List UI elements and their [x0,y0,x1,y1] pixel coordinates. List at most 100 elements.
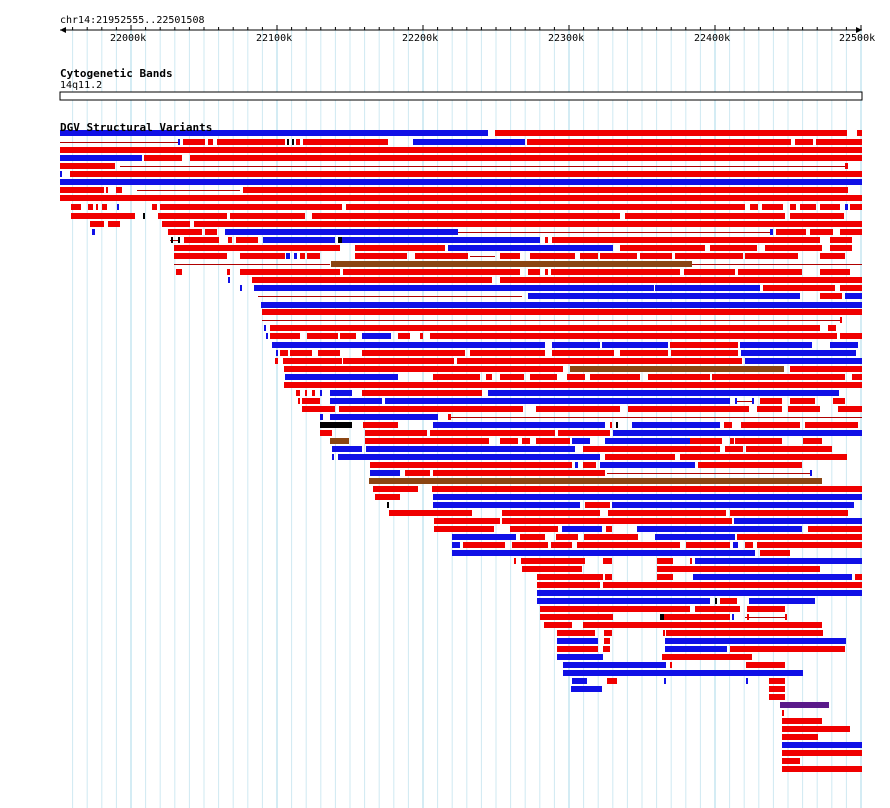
sv-feature [266,333,268,339]
sv-feature [287,139,289,145]
sv-feature [433,374,480,380]
sv-feature [760,550,790,556]
sv-feature [557,646,598,652]
sv-feature [603,646,610,652]
sv-feature [620,245,705,251]
sv-feature [60,130,488,136]
sv-feature [604,638,610,644]
sv-feature [830,245,852,251]
sv-feature [648,374,710,380]
sv-feature [604,630,612,636]
sv-feature [558,430,610,436]
sv-feature [375,494,400,500]
sv-feature [747,606,785,612]
sv-feature [243,187,848,193]
sv-feature [448,414,451,420]
sv-feature [88,204,93,210]
sv-feature [782,726,850,732]
sv-feature [620,350,668,356]
sv-feature [500,253,520,259]
sv-feature [664,678,666,684]
sv-feature [302,406,335,412]
sv-feature [637,526,802,532]
sv-feature [285,374,398,380]
sv-feature [168,229,202,235]
sv-feature [732,614,734,620]
sv-feature [178,139,180,145]
sv-feature [640,253,672,259]
sv-feature [605,574,612,580]
sv-feature [370,470,400,476]
scale-tick-label-22200k: 22200k [402,33,439,44]
sv-feature [563,662,666,668]
sv-feature [433,470,605,476]
location-label: chr14:21952555..22501508 [60,15,205,26]
sv-feature [71,213,135,219]
sv-feature [603,558,612,564]
sv-feature [162,221,190,227]
sv-feature [528,293,800,299]
sv-feature [312,213,318,219]
sv-feature [571,686,602,692]
sv-feature [655,534,735,540]
sv-feature [512,542,548,548]
sv-feature [430,430,555,436]
sv-feature [320,414,323,420]
sv-feature [698,462,802,468]
sv-feature [665,638,846,644]
sv-feature [302,398,320,404]
sv-feature [730,438,734,444]
sv-feature [552,342,600,348]
sv-feature [500,374,524,380]
sv-feature [551,542,572,548]
sv-feature [385,398,730,404]
sv-feature [782,742,862,748]
sv-feature [528,269,540,275]
cytoband-bar [59,91,863,101]
sv-feature [840,285,862,291]
sv-feature [240,285,242,291]
sv-feature [782,766,862,772]
sv-feature [750,204,758,210]
cytoband-label: 14q11.2 [60,80,103,91]
sv-feature [194,221,862,227]
sv-feature [684,269,735,275]
sv-feature [612,502,854,508]
sv-feature [183,139,205,145]
sv-feature [735,398,737,404]
sv-feature [434,526,494,532]
cytoband-track-title: Cytogenetic Bands [60,67,173,80]
sv-feature [675,253,743,259]
sv-feature [415,253,468,259]
sv-feature [657,558,673,564]
sv-feature [263,237,335,243]
sv-feature [370,462,572,468]
sv-feature [840,229,862,235]
sv-feature [338,237,342,243]
sv-feature [330,438,349,444]
sv-feature [261,302,862,308]
sv-feature [712,374,845,380]
sv-feature [769,694,785,700]
sv-feature [296,139,300,145]
sv-feature [284,382,862,388]
sv-feature [430,333,837,339]
sv-feature [500,438,518,444]
sv-feature [413,139,525,145]
sv-feature [346,204,745,210]
sv-feature [577,542,680,548]
sv-feature [785,614,787,620]
sv-feature [240,253,285,259]
sv-feature [757,406,782,412]
sv-feature [303,139,388,145]
sv-feature [600,253,637,259]
sv-feature [613,430,862,436]
sv-feature [737,534,862,540]
dgv-track-title: DGV Structural Variants [60,121,213,134]
sv-feature [670,662,672,668]
sv-feature [760,398,782,404]
sv-feature [343,269,520,275]
sv-feature [502,518,732,524]
sv-feature [602,342,668,348]
sv-feature [205,229,217,235]
